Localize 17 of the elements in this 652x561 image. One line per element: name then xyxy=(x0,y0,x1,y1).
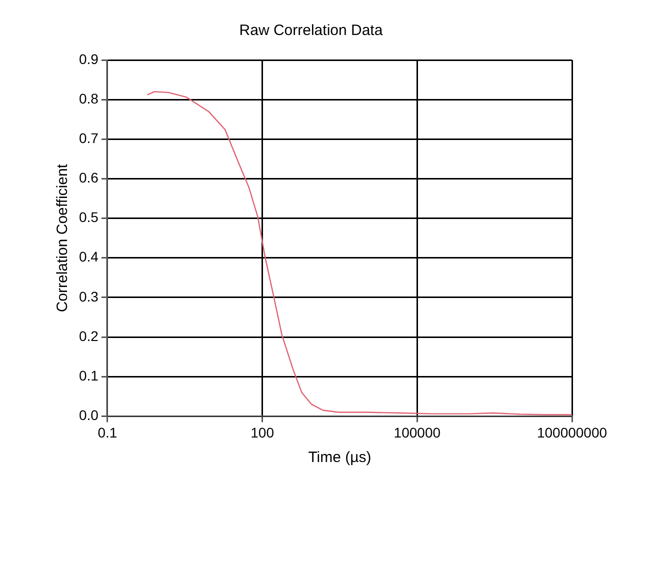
x-tick-label: 100000 xyxy=(394,424,441,440)
y-tick-label: 0.7 xyxy=(78,130,99,146)
y-tick-label: 0.1 xyxy=(78,367,99,384)
x-axis-title: Time (µs) xyxy=(308,449,372,466)
chart-title: Raw Correlation Data xyxy=(239,22,384,40)
x-tick-label: 100000000 xyxy=(536,424,608,440)
y-tick-label: 0.9 xyxy=(78,50,99,67)
y-tick-label: 0.2 xyxy=(78,328,99,344)
y-tick-label: 0.3 xyxy=(78,288,99,304)
y-tick-label: 0.8 xyxy=(78,90,99,106)
y-tick-label: 0.0 xyxy=(78,407,99,424)
y-axis-title: Correlation Coefficient xyxy=(54,163,72,312)
y-tick-label: 0.6 xyxy=(78,170,99,186)
x-tick-label: 0.1 xyxy=(98,424,118,440)
y-tick-label: 0.5 xyxy=(78,209,99,226)
y-tick-label: 0.4 xyxy=(78,248,99,265)
x-tick-label: 100 xyxy=(250,424,274,440)
